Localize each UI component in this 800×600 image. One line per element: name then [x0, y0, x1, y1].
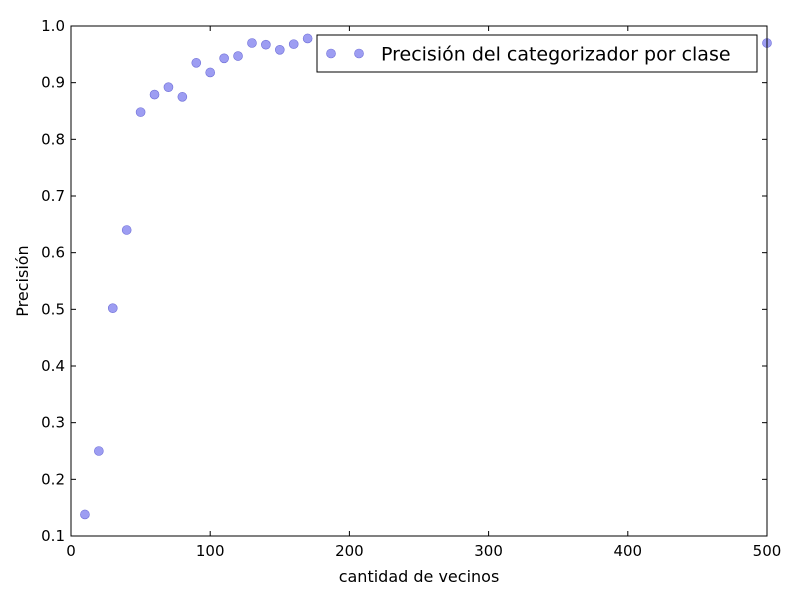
legend: Precisión del categorizador por clase — [316, 34, 758, 73]
y-tick-label: 0.1 — [41, 527, 65, 545]
data-point — [274, 44, 285, 55]
y-tick-label: 0.4 — [41, 357, 65, 375]
data-point — [121, 225, 132, 235]
y-axis-label: Precisión — [13, 245, 32, 316]
y-tick-label: 0.9 — [41, 74, 65, 92]
x-tick-label: 300 — [474, 542, 503, 560]
x-tick-label: 100 — [196, 542, 225, 560]
y-tick-label: 0.7 — [41, 187, 65, 205]
x-tick-label: 0 — [66, 542, 76, 560]
data-point — [80, 509, 90, 520]
data-points — [80, 33, 772, 520]
y-tick-label: 1.0 — [41, 17, 65, 35]
y-tick-label: 0.5 — [41, 300, 65, 318]
data-point — [135, 107, 146, 117]
legend-marker — [326, 48, 336, 59]
data-point — [205, 67, 215, 78]
data-point — [94, 446, 104, 456]
data-point — [219, 53, 229, 64]
data-point — [149, 89, 160, 100]
data-point — [163, 82, 174, 92]
y-tick-label: 0.2 — [41, 470, 65, 488]
x-tick-label: 200 — [335, 542, 364, 560]
legend-marker — [354, 48, 364, 59]
x-tick-label: 400 — [613, 542, 642, 560]
data-point — [247, 38, 257, 48]
x-axis-ticks: 0 100 200 300 400 500 — [66, 26, 781, 560]
y-axis-ticks: 0.1 0.2 0.3 0.4 0.5 0.6 0.7 0.8 0.9 1.0 — [41, 17, 767, 545]
data-point — [233, 51, 243, 61]
plot-area-frame — [70, 25, 768, 537]
data-point — [107, 303, 118, 314]
data-point — [191, 58, 202, 68]
data-point — [177, 92, 188, 102]
x-tick-label: 500 — [753, 542, 782, 560]
legend-box — [316, 34, 758, 73]
y-tick-label: 0.8 — [41, 130, 65, 148]
y-tick-label: 0.3 — [41, 414, 65, 432]
legend-label: Precisión del categorizador por clase — [381, 44, 731, 66]
data-point — [288, 39, 299, 49]
data-point — [261, 39, 271, 50]
data-point — [302, 33, 313, 44]
x-axis-label: cantidad de vecinos — [339, 567, 500, 586]
y-tick-label: 0.6 — [41, 244, 65, 262]
